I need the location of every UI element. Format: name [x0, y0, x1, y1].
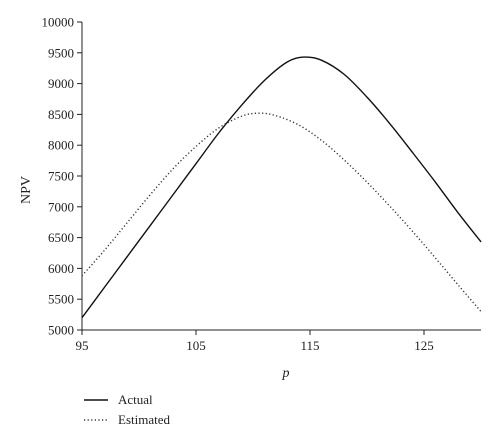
- x-tick-label: 115: [300, 338, 319, 353]
- x-tick-label: 105: [186, 338, 206, 353]
- y-tick-label: 5000: [48, 323, 74, 338]
- series-line-actual: [81, 56, 482, 319]
- y-tick-label: 5500: [48, 292, 74, 307]
- x-axis-label: p: [282, 366, 290, 381]
- y-tick-label: 6500: [48, 230, 74, 245]
- axes: [81, 22, 481, 331]
- legend-label-estimated: Estimated: [118, 412, 170, 427]
- y-tick-label: 8000: [48, 138, 74, 153]
- series-layer: [81, 56, 482, 319]
- x-tick-label: 95: [76, 338, 89, 353]
- y-tick-label: 9500: [48, 45, 74, 60]
- series-line-estimated: [81, 112, 482, 312]
- y-tick-label: 9000: [48, 76, 74, 91]
- legend: Actual Estimated: [84, 392, 170, 427]
- y-tick-label: 6000: [48, 261, 74, 276]
- y-tick-label: 7500: [48, 169, 74, 184]
- legend-label-actual: Actual: [118, 392, 153, 407]
- x-tick-label: 125: [414, 338, 434, 353]
- y-tick-label: 8500: [48, 107, 74, 122]
- x-axis-ticks: 95 105 115 125: [76, 330, 434, 353]
- y-tick-label: 10000: [42, 15, 75, 30]
- y-axis-label: NPV: [19, 176, 34, 204]
- y-tick-label: 7000: [48, 199, 74, 214]
- y-axis-ticks: 5000 5500 6000 6500 7000 7500 8000 8500 9000 9500…: [42, 15, 82, 338]
